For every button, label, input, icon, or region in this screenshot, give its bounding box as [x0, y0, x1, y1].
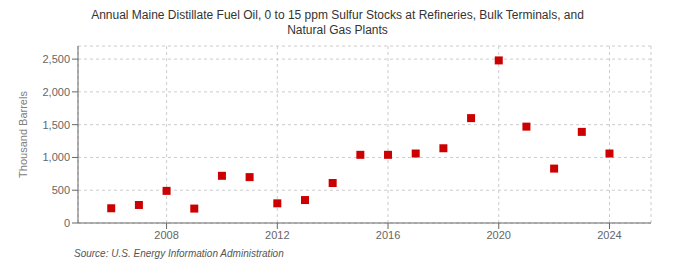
svg-text:2016: 2016: [376, 229, 400, 241]
svg-text:2,000: 2,000: [42, 86, 70, 98]
svg-text:1,500: 1,500: [42, 119, 70, 131]
html-text:Annual Maine Distillate Fuel O: Annual Maine Distillate Fuel Oil, 0 to 1…: [91, 8, 584, 22]
svg-text:2,500: 2,500: [42, 53, 70, 65]
svg-text:1,000: 1,000: [42, 151, 70, 163]
svg-text:2012: 2012: [265, 229, 289, 241]
svg-text:500: 500: [52, 184, 70, 196]
html-text:Source: U.S. Energy Informatio: Source: U.S. Energy Information Administ…: [74, 248, 284, 259]
html-text:Natural Gas Plants: Natural Gas Plants: [287, 23, 388, 37]
svg-text:2008: 2008: [154, 229, 178, 241]
svg-text:2020: 2020: [487, 229, 511, 241]
svg-text:Thousand Barrels: Thousand Barrels: [17, 91, 29, 178]
svg-text:2024: 2024: [597, 229, 621, 241]
svg-text:0: 0: [64, 217, 70, 229]
